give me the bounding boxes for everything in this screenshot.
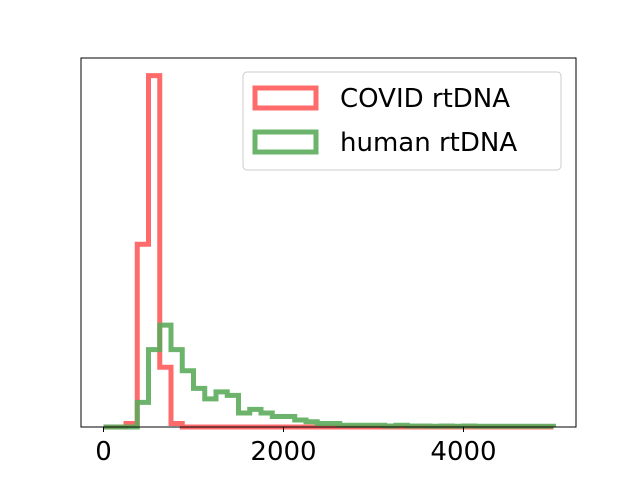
legend-label-0: COVID rtDNA <box>340 84 510 114</box>
x-tick-label: 0 <box>95 437 112 467</box>
legend-label-1: human rtDNA <box>340 128 517 158</box>
x-tick-label: 2000 <box>250 437 316 467</box>
x-tick-label: 4000 <box>430 437 496 467</box>
legend: COVID rtDNA human rtDNA <box>243 72 561 170</box>
